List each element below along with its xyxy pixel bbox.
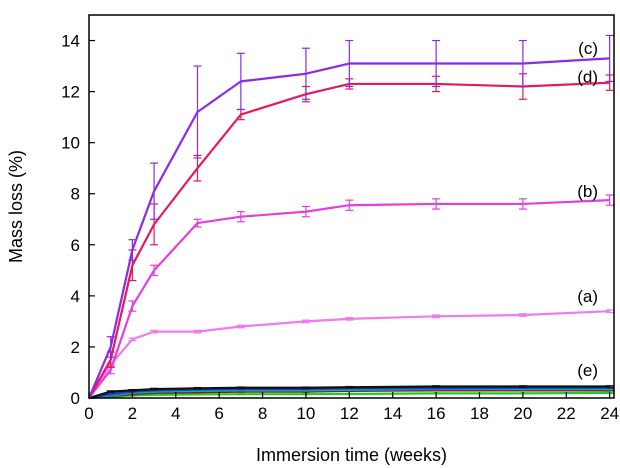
y-axis-title: Mass loss (%) [6, 150, 26, 263]
series-label-c: (c) [578, 39, 598, 58]
series-label-b: (b) [577, 182, 598, 201]
x-tick-label: 6 [214, 404, 223, 423]
x-tick-label: 24 [600, 404, 619, 423]
x-tick-label: 2 [128, 404, 137, 423]
y-tick-label: 2 [71, 338, 80, 357]
series-line [88, 81, 610, 399]
series-line [88, 199, 610, 399]
series-label-e: (e) [577, 361, 598, 380]
y-tick-label: 14 [61, 32, 80, 51]
x-tick-label: 16 [427, 404, 446, 423]
x-tick-label: 10 [296, 404, 315, 423]
x-axis-title: Immersion time (weeks) [256, 445, 447, 465]
x-tick-label: 22 [557, 404, 576, 423]
series-label-a: (a) [577, 287, 598, 306]
y-tick-label: 0 [71, 389, 80, 408]
y-tick-label: 8 [71, 185, 80, 204]
series-b [88, 194, 614, 399]
series-a [88, 309, 614, 399]
y-axis-ticks: 0 2 4 6 8 10 12 14 [61, 32, 95, 408]
y-tick-label: 12 [61, 83, 80, 102]
series-labels: (c) (d) (b) (a) (e) [577, 39, 598, 380]
plot-frame [88, 14, 615, 399]
y-tick-label: 4 [71, 287, 80, 306]
x-axis-ticks: 0 2 4 6 8 10 12 14 16 18 20 22 24 [84, 392, 619, 423]
series-line [87, 57, 610, 399]
y-tick-label: 6 [71, 236, 80, 255]
x-tick-label: 4 [171, 404, 180, 423]
series-d [88, 73, 614, 399]
x-tick-label: 14 [383, 404, 402, 423]
x-tick-label: 20 [513, 404, 532, 423]
series-e [88, 385, 614, 400]
x-tick-label: 8 [258, 404, 267, 423]
x-tick-label: 0 [84, 404, 93, 423]
x-tick-label: 12 [340, 404, 359, 423]
series-line [88, 310, 610, 399]
x-tick-label: 18 [470, 404, 489, 423]
y-tick-label: 10 [61, 134, 80, 153]
series-c [87, 34, 614, 399]
plot-content [87, 34, 614, 400]
series-label-d: (d) [577, 67, 598, 86]
